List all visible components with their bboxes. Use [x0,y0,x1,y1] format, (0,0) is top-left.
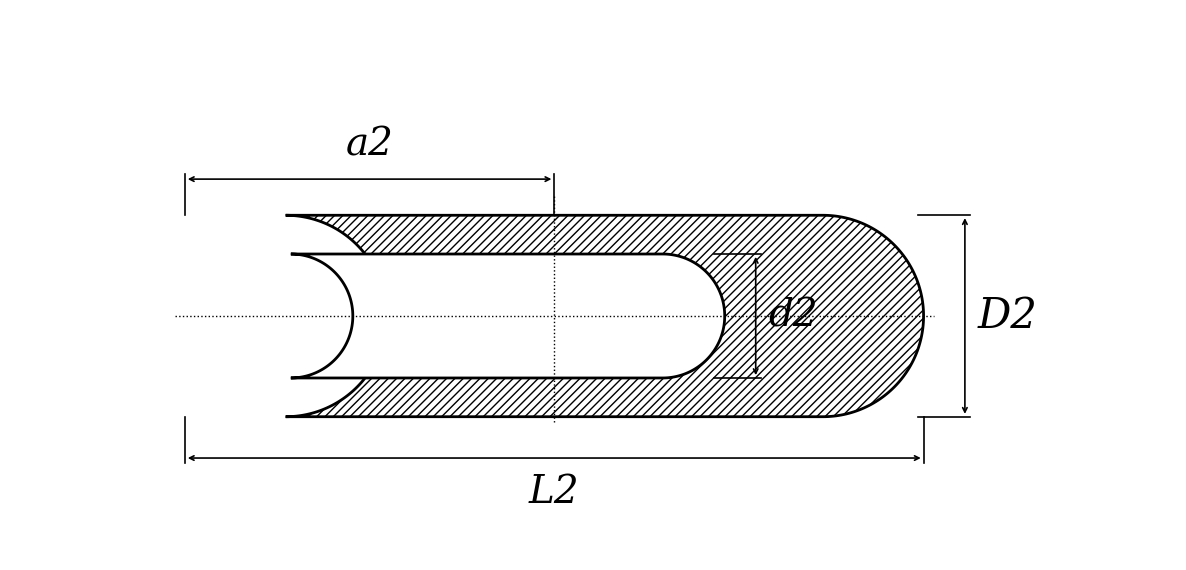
Text: d2: d2 [769,298,818,335]
Polygon shape [286,215,924,417]
Text: D2: D2 [977,295,1038,337]
Text: L2: L2 [529,474,580,511]
Text: a2: a2 [345,127,394,164]
Polygon shape [291,254,725,378]
